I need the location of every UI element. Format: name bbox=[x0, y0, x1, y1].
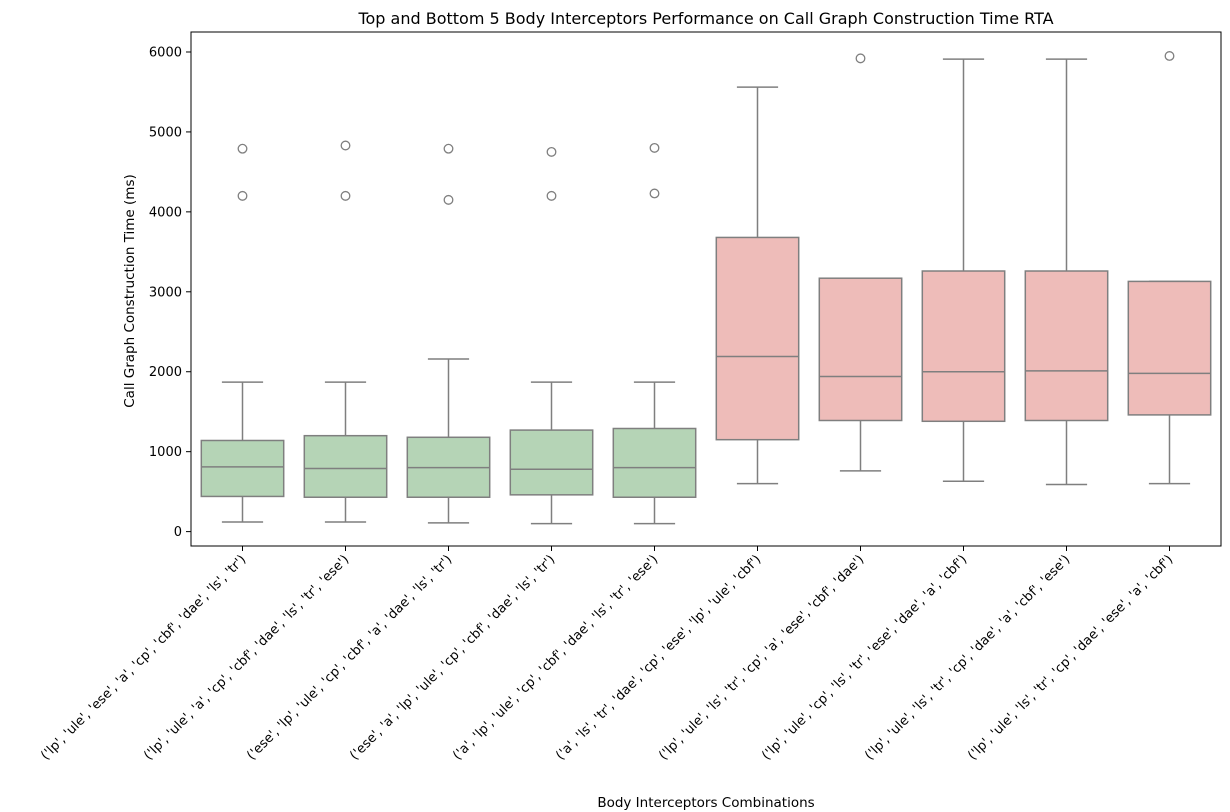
outlier-point bbox=[1164, 51, 1175, 61]
interquartile-box bbox=[509, 429, 594, 496]
interquartile-box bbox=[612, 427, 697, 498]
box-1 bbox=[200, 143, 285, 523]
outlier-point bbox=[340, 190, 351, 201]
interquartile-box bbox=[303, 434, 388, 498]
x-tick-label: ('ese', 'a', 'lp', 'ule', 'cp', 'cbf', '… bbox=[347, 552, 558, 763]
box-8 bbox=[921, 58, 1006, 483]
outlier-point bbox=[443, 143, 454, 154]
plot-frame bbox=[190, 31, 1222, 547]
outlier-point bbox=[340, 140, 351, 151]
x-tick-label: ('a', 'ls', 'tr', 'dae', 'cp', 'ese', 'l… bbox=[553, 552, 764, 763]
y-tick-label: 2000 bbox=[149, 365, 182, 380]
outlier-point bbox=[443, 194, 454, 205]
y-tick-label: 4000 bbox=[149, 205, 182, 220]
outlier-point bbox=[649, 188, 660, 199]
x-tick-label: ('lp', 'ule', 'cp', 'ls', 'tr', 'ese', '… bbox=[759, 552, 970, 763]
outlier-point bbox=[546, 190, 557, 201]
outlier-point bbox=[237, 143, 248, 154]
box-6 bbox=[715, 86, 800, 485]
interquartile-box bbox=[1127, 280, 1212, 416]
box-7 bbox=[818, 53, 903, 472]
x-tick-label: ('a', 'lp', 'ule', 'cp', 'cbf', 'dae', '… bbox=[450, 552, 661, 763]
y-tick-label: 0 bbox=[174, 525, 182, 540]
box-10 bbox=[1127, 51, 1212, 485]
interquartile-box bbox=[200, 439, 285, 498]
x-tick-label: ('lp', 'ule', 'ls', 'tr', 'cp', 'a', 'es… bbox=[656, 552, 867, 763]
x-tick-label: ('lp', 'ule', 'ls', 'tr', 'cp', 'dae', '… bbox=[965, 552, 1176, 763]
box-5 bbox=[612, 142, 697, 525]
x-axis-label: Body Interceptors Combinations bbox=[597, 795, 814, 811]
outlier-point bbox=[237, 190, 248, 201]
box-2 bbox=[303, 140, 388, 523]
interquartile-box bbox=[818, 277, 903, 422]
box-9 bbox=[1024, 58, 1109, 486]
y-tick-label: 5000 bbox=[149, 125, 182, 140]
x-tick-label: ('ese', 'lp', 'ule', 'cp', 'cbf', 'a', '… bbox=[244, 552, 455, 763]
y-axis-label: Call Graph Construction Time (ms) bbox=[122, 174, 138, 408]
y-axis: 0 1000 2000 3000 4000 5000 6000 bbox=[149, 45, 191, 540]
y-tick-label: 3000 bbox=[149, 285, 182, 300]
chart-title: Top and Bottom 5 Body Interceptors Perfo… bbox=[357, 9, 1053, 28]
outlier-point bbox=[649, 142, 660, 153]
x-tick-label: ('lp', 'ule', 'ls', 'tr', 'cp', 'dae', '… bbox=[862, 552, 1073, 763]
y-tick-label: 1000 bbox=[149, 445, 182, 460]
box-3 bbox=[406, 143, 491, 524]
interquartile-box bbox=[715, 236, 800, 441]
box-4 bbox=[509, 146, 594, 525]
x-axis: ('lp', 'ule', 'ese', 'a', 'cp', 'cbf', '… bbox=[38, 546, 1176, 763]
outlier-point bbox=[855, 53, 866, 64]
outlier-point bbox=[546, 146, 557, 157]
y-tick-label: 6000 bbox=[149, 45, 182, 60]
plot-area bbox=[190, 31, 1222, 547]
x-tick-label: ('lp', 'ule', 'a', 'cp', 'cbf', 'dae', '… bbox=[141, 552, 352, 763]
interquartile-box bbox=[921, 270, 1006, 423]
interquartile-box bbox=[1024, 270, 1109, 422]
x-tick-label: ('lp', 'ule', 'ese', 'a', 'cp', 'cbf', '… bbox=[38, 552, 249, 763]
